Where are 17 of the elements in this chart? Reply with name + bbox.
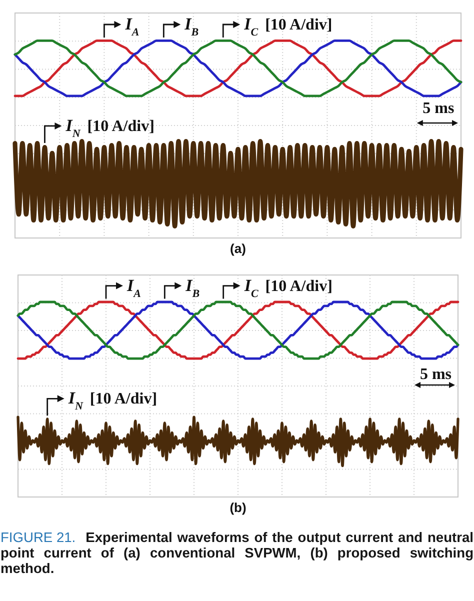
series-label: I$_{N}$ bbox=[67, 388, 84, 413]
text: [10 A/div] bbox=[265, 16, 332, 34]
series-label: I$_{C}$ bbox=[243, 14, 259, 38]
series-label: I$_{C}$ bbox=[243, 276, 259, 300]
annotation: 5 ms bbox=[420, 366, 452, 383]
series-label: I$_{A}$ bbox=[126, 276, 141, 300]
annotation: 5 ms bbox=[422, 100, 454, 117]
annotation: [10 A/div] bbox=[90, 390, 158, 408]
series-label: I$_{A}$ bbox=[124, 14, 140, 38]
series-label: I$_{B}$ bbox=[184, 276, 200, 300]
series-label: I$_{B}$ bbox=[184, 14, 199, 38]
series-label: I$_{N}$ bbox=[64, 116, 82, 140]
annotation: [10 A/div] bbox=[87, 118, 154, 135]
text: [10 A/div] bbox=[265, 278, 332, 295]
text: (b) bbox=[230, 500, 246, 515]
text: (a) bbox=[230, 241, 246, 256]
caption: FIGURE 21. Experimental waveforms of the output current and neutral point current of (a) conventional SVPWM, (b) proposed switching method. bbox=[0, 530, 474, 576]
